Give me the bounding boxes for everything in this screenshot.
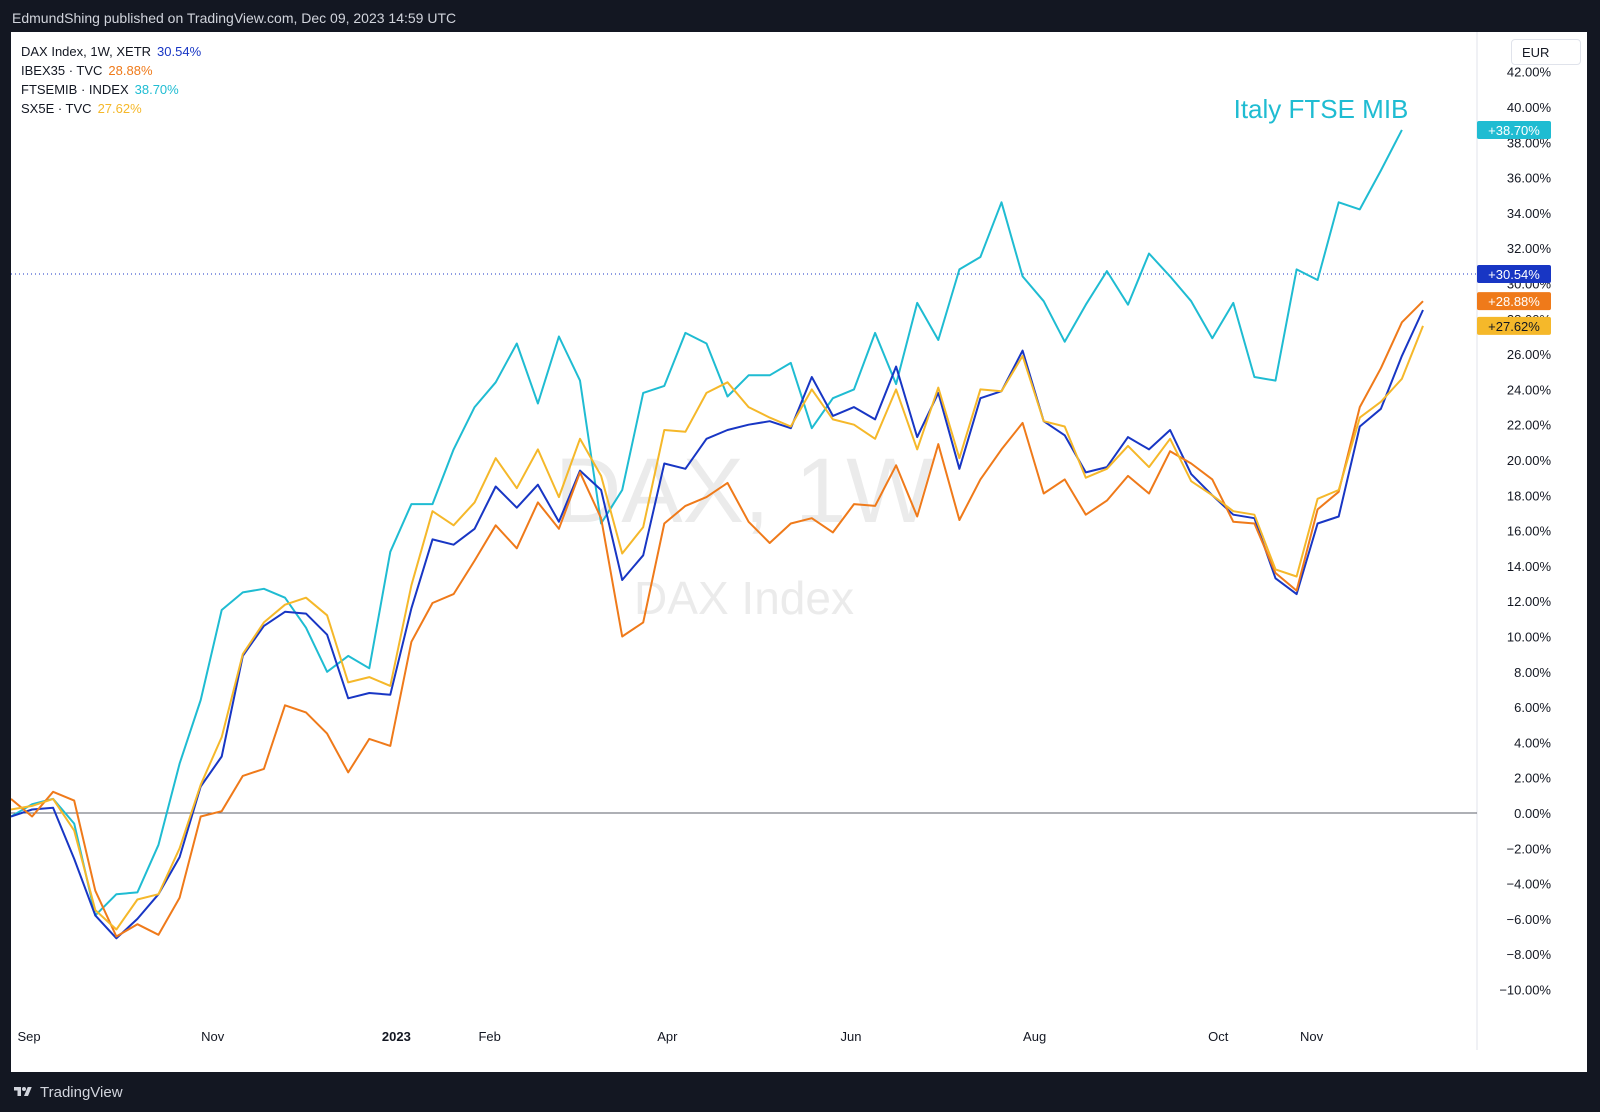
- y-tick-label: 26.00%: [1507, 347, 1552, 362]
- price-label-text: +28.88%: [1488, 294, 1540, 309]
- series-line-1: [11, 309, 1424, 940]
- legend-label: SX5E · TVC: [21, 101, 92, 116]
- y-tick-label: 38.00%: [1507, 135, 1552, 150]
- legend-value: 27.62%: [97, 101, 142, 116]
- x-tick-label: Apr: [657, 1029, 678, 1044]
- y-tick-label: 32.00%: [1507, 241, 1552, 256]
- y-tick-label: −2.00%: [1507, 841, 1552, 856]
- x-tick-label: Nov: [201, 1029, 225, 1044]
- chart-pane[interactable]: DAX, 1W DAX Index 42.00% 40.00% 38.00% 36.00…: [11, 32, 1587, 1072]
- x-tick-label: Oct: [1208, 1029, 1229, 1044]
- price-label-2: +28.88%: [1477, 292, 1551, 311]
- y-tick-label: 14.00%: [1507, 559, 1552, 574]
- series-line-3: [11, 325, 1424, 931]
- legend-row-ftsemib[interactable]: FTSEMIB · INDEX 38.70%: [21, 80, 201, 99]
- y-tick-label: 34.00%: [1507, 206, 1552, 221]
- currency-selector[interactable]: EUR: [1511, 39, 1581, 65]
- y-tick-label: 12.00%: [1507, 594, 1552, 609]
- x-tick-label: Feb: [478, 1029, 500, 1044]
- y-tick-label: 22.00%: [1507, 418, 1552, 433]
- y-tick-label: 42.00%: [1507, 65, 1552, 80]
- price-label-bg: [1477, 292, 1551, 311]
- x-tick-label: Aug: [1023, 1029, 1046, 1044]
- x-tick-label: 2023: [382, 1029, 411, 1044]
- legend-row-ibex[interactable]: IBEX35 · TVC 28.88%: [21, 61, 201, 80]
- y-tick-label: 10.00%: [1507, 630, 1552, 645]
- legend-value: 28.88%: [108, 63, 153, 78]
- x-tick-label: Jun: [840, 1029, 861, 1044]
- legend-row-dax[interactable]: DAX Index, 1W, XETR 30.54%: [21, 42, 201, 61]
- watermark-title: DAX, 1W: [555, 440, 933, 542]
- y-tick-label: −4.00%: [1507, 877, 1552, 892]
- y-tick-label: 16.00%: [1507, 524, 1552, 539]
- price-label-3: +27.62%: [1477, 316, 1551, 335]
- legend: DAX Index, 1W, XETR 30.54% IBEX35 · TVC 28…: [21, 42, 201, 118]
- y-tick-label: 0.00%: [1514, 806, 1551, 821]
- price-label-1: +30.54%: [1477, 264, 1551, 283]
- watermark-subtitle: DAX Index: [634, 572, 854, 624]
- price-label-text: +30.54%: [1488, 267, 1540, 282]
- y-tick-label: −6.00%: [1507, 912, 1552, 927]
- price-label-text: +38.70%: [1488, 123, 1540, 138]
- annotation-italy-ftse-mib: Italy FTSE MIB: [1234, 94, 1409, 124]
- legend-value: 38.70%: [134, 82, 179, 97]
- y-tick-label: 4.00%: [1514, 735, 1551, 750]
- x-tick-label: Nov: [1300, 1029, 1324, 1044]
- y-tick-label: 8.00%: [1514, 665, 1551, 680]
- tradingview-logo-icon: [14, 1087, 32, 1096]
- publish-line: EdmundShing published on TradingView.com…: [12, 10, 457, 26]
- brand-name: TradingView: [40, 1083, 123, 1101]
- series-line-2: [11, 300, 1424, 938]
- y-tick-label: 20.00%: [1507, 453, 1552, 468]
- legend-label: IBEX35 · TVC: [21, 63, 103, 78]
- footer: TradingView: [12, 1080, 123, 1104]
- price-label-text: +27.62%: [1488, 319, 1540, 334]
- legend-row-sx5e[interactable]: SX5E · TVC 27.62%: [21, 99, 201, 118]
- price-label-bg: [1477, 120, 1551, 139]
- y-tick-label: 40.00%: [1507, 100, 1552, 115]
- y-tick-label: 24.00%: [1507, 382, 1552, 397]
- y-tick-label: −8.00%: [1507, 947, 1552, 962]
- x-tick-label: Sep: [17, 1029, 40, 1044]
- price-label-bg: [1477, 316, 1551, 335]
- y-tick-label: 18.00%: [1507, 488, 1552, 503]
- y-tick-label: 36.00%: [1507, 171, 1552, 186]
- legend-label: DAX Index, 1W, XETR: [21, 44, 152, 59]
- chart-svg: DAX, 1W DAX Index 42.00% 40.00% 38.00% 36.00…: [11, 32, 1552, 1050]
- y-tick-label: 2.00%: [1514, 771, 1551, 786]
- series-line-0: [11, 129, 1403, 917]
- legend-label: FTSEMIB · INDEX: [21, 82, 129, 97]
- price-label-0: +38.70%: [1477, 120, 1551, 139]
- legend-value: 30.54%: [157, 44, 202, 59]
- y-tick-label: 6.00%: [1514, 700, 1551, 715]
- price-label-bg: [1477, 264, 1551, 283]
- y-tick-label: −10.00%: [1499, 983, 1551, 998]
